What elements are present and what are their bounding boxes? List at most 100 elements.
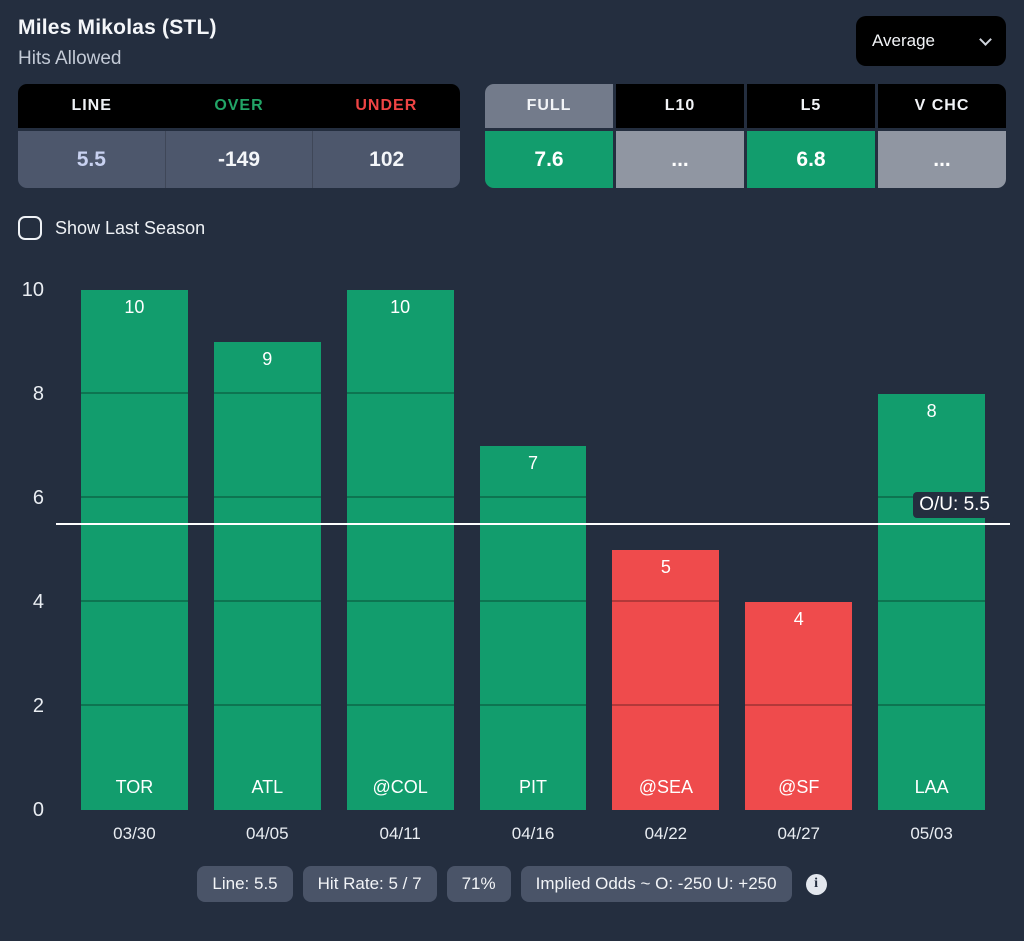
info-icon[interactable]: i — [805, 873, 827, 895]
bar-gridline — [878, 704, 986, 706]
bar-column: 10 TOR 03/30 — [81, 290, 188, 843]
aggregate-dropdown[interactable]: Average — [856, 16, 1006, 66]
bar-gridline — [213, 496, 321, 498]
bar-gridline — [612, 600, 720, 602]
show-last-season-checkbox[interactable] — [18, 216, 42, 240]
bar-date-label: 04/11 — [379, 824, 421, 843]
bar-column: 8 LAA 05/03 — [878, 290, 986, 843]
bar-gridline — [81, 496, 188, 498]
bar-column: 9 ATL 04/05 — [213, 290, 321, 843]
aggregate-dropdown-value: Average — [872, 31, 936, 50]
bar-date-label: 04/27 — [777, 824, 820, 843]
bar-team-label: @SF — [778, 777, 820, 797]
bar[interactable]: 9 ATL — [213, 342, 321, 810]
full-average-value: 7.6 — [485, 131, 613, 188]
bar-gridline — [612, 704, 720, 706]
bar[interactable]: 7 PIT — [479, 446, 587, 810]
bar-team-label: @COL — [372, 777, 428, 797]
y-axis-label: 8 — [32, 383, 44, 405]
bar-value-label: 9 — [262, 349, 273, 369]
bar[interactable]: 10 @COL — [346, 290, 454, 810]
under-column-header: UNDER — [355, 97, 418, 114]
footer-stats: Line: 5.5 Hit Rate: 5 / 7 71% Implied Od… — [0, 866, 1024, 902]
tab-v-chc[interactable]: V CHC — [878, 84, 1006, 128]
y-axis-label: 6 — [32, 487, 44, 509]
bar-gridline — [346, 600, 454, 602]
header-titles: Miles Mikolas (STL) Hits Allowed — [18, 16, 217, 70]
l5-average-value: 6.8 — [747, 131, 875, 188]
bar-value-label: 4 — [793, 609, 804, 629]
bar-column: 5 @SEA 04/22 — [612, 290, 720, 843]
bar-date-label: 03/30 — [113, 824, 156, 843]
tab-l5[interactable]: L5 — [747, 84, 875, 128]
bar-gridline — [479, 704, 587, 706]
chevron-down-icon — [979, 32, 992, 46]
show-last-season-row: Show Last Season — [18, 216, 1024, 240]
y-axis-label: 10 — [21, 279, 44, 301]
line-value: 5.5 — [76, 147, 106, 171]
plot-area: 10 TOR 03/30 9 ATL 04/05 10 @COL 04/11 7 PIT 04/16 5… — [56, 290, 1010, 843]
v-chc-average-value: ... — [878, 131, 1006, 188]
bar-gridline — [213, 704, 321, 706]
bar-date-label: 04/05 — [246, 824, 289, 843]
ou-line — [56, 523, 1010, 525]
bar[interactable]: 5 @SEA — [612, 550, 720, 810]
tab-l10[interactable]: L10 — [616, 84, 744, 128]
bar-value-label: 5 — [660, 557, 671, 577]
bar-value-label: 7 — [528, 453, 539, 473]
bar-gridline — [878, 600, 986, 602]
y-axis-label: 4 — [32, 591, 44, 613]
bar-column: 4 @SF 04/27 — [745, 290, 853, 843]
bar-gridline — [81, 392, 188, 394]
bar-gridline — [81, 600, 188, 602]
l10-average-value: ... — [616, 131, 744, 188]
bar-column: 7 PIT 04/16 — [479, 290, 587, 843]
bar-date-label: 04/16 — [511, 824, 555, 843]
over-odds-value: -149 — [164, 131, 313, 188]
line-column-header: LINE — [71, 97, 112, 114]
bar-value-label: 10 — [390, 297, 411, 317]
bar-date-label: 05/03 — [910, 824, 953, 843]
under-odds-value: 102 — [312, 131, 460, 188]
tab-full[interactable]: FULL — [485, 84, 613, 128]
bar-column: 10 @COL 04/11 — [346, 290, 454, 843]
y-axis-label: 0 — [32, 799, 44, 821]
show-last-season-label: Show Last Season — [55, 217, 206, 238]
bar-gridline — [213, 600, 321, 602]
player-name: Miles Mikolas (STL) — [18, 16, 217, 39]
bar-team-label: @SEA — [638, 777, 694, 797]
header: Miles Mikolas (STL) Hits Allowed Average — [0, 0, 1024, 70]
tables-row: LINE OVER UNDER 5.5 -149 102 FULL L10 L5… — [0, 70, 1024, 188]
splits-table: FULL L10 L5 V CHC 7.6 ... 6.8 ... — [485, 84, 1006, 188]
hit-rate-badge: Hit Rate: 5 / 7 — [302, 866, 437, 902]
odds-table: LINE OVER UNDER 5.5 -149 102 — [18, 84, 460, 188]
y-axis-label: 2 — [32, 695, 44, 717]
odds-table-values: 5.5 -149 102 — [18, 131, 460, 188]
ou-line-label: O/U: 5.5 — [913, 492, 996, 518]
bar-value-label: 10 — [124, 297, 145, 317]
y-axis: 0 2 4 6 8 10 — [6, 279, 56, 821]
bar-team-label: ATL — [251, 777, 284, 797]
bar-gridline — [213, 392, 321, 394]
bar[interactable]: 10 TOR — [81, 290, 188, 810]
stat-label: Hits Allowed — [18, 48, 122, 69]
line-badge: Line: 5.5 — [197, 866, 293, 902]
odds-table-header: LINE OVER UNDER — [18, 84, 460, 128]
bars-row: 10 TOR 03/30 9 ATL 04/05 10 @COL 04/11 7 PIT 04/16 5… — [56, 290, 1010, 843]
bar-gridline — [479, 600, 587, 602]
bar-gridline — [479, 496, 587, 498]
bar[interactable]: 8 LAA — [878, 394, 986, 810]
bar-team-label: TOR — [115, 777, 154, 797]
over-column-header: OVER — [214, 97, 264, 114]
bar-gridline — [346, 392, 454, 394]
bar-gridline — [745, 704, 853, 706]
bar-chart: 0 2 4 6 8 10 10 TOR 03/30 9 ATL 04/05 10 @COL 04/11 7 P… — [6, 254, 1012, 858]
implied-odds-badge: Implied Odds ~ O: -250 U: +250 — [520, 866, 792, 902]
bar-team-label: PIT — [519, 777, 548, 797]
bar-gridline — [81, 704, 188, 706]
bar-gridline — [346, 704, 454, 706]
bar[interactable]: 4 @SF — [745, 602, 853, 810]
bar-date-label: 04/22 — [644, 824, 688, 843]
bar-gridline — [346, 496, 454, 498]
